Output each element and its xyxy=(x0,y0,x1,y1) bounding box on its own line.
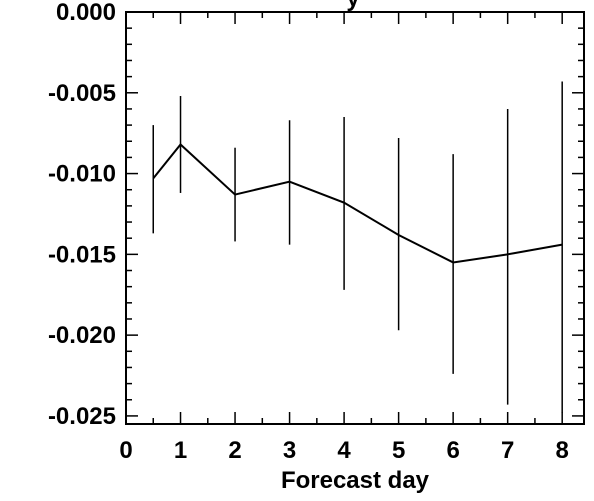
y-tick-label: 0.000 xyxy=(56,0,116,26)
series-line xyxy=(152,143,563,264)
y-tick-label: -0.005 xyxy=(48,80,116,107)
x-tick-label: 3 xyxy=(283,437,296,464)
y-tick-label: -0.015 xyxy=(48,241,116,268)
x-tick-label: 0 xyxy=(119,437,132,464)
chart-title-fragment: y xyxy=(346,0,360,12)
x-axis-tick-labels: 0 1 2 3 4 5 6 7 8 xyxy=(119,437,569,464)
x-tick-label: 7 xyxy=(501,437,514,464)
x-tick-label: 4 xyxy=(337,437,351,464)
plot-frame xyxy=(125,11,585,425)
x-tick-label: 8 xyxy=(556,437,569,464)
x-tick-label: 1 xyxy=(174,437,187,464)
x-tick-label: 6 xyxy=(446,437,459,464)
error-bars xyxy=(152,81,563,413)
axis-ticks xyxy=(125,11,584,424)
y-axis-tick-labels: 0.000 -0.005 -0.010 -0.015 -0.020 -0.025 xyxy=(48,0,116,430)
x-tick-label: 5 xyxy=(392,437,405,464)
y-tick-label: -0.025 xyxy=(48,403,116,430)
x-tick-label: 2 xyxy=(228,437,241,464)
x-axis-title: Forecast day xyxy=(281,467,430,494)
y-tick-label: -0.020 xyxy=(48,322,116,349)
y-tick-label: -0.010 xyxy=(48,161,116,188)
